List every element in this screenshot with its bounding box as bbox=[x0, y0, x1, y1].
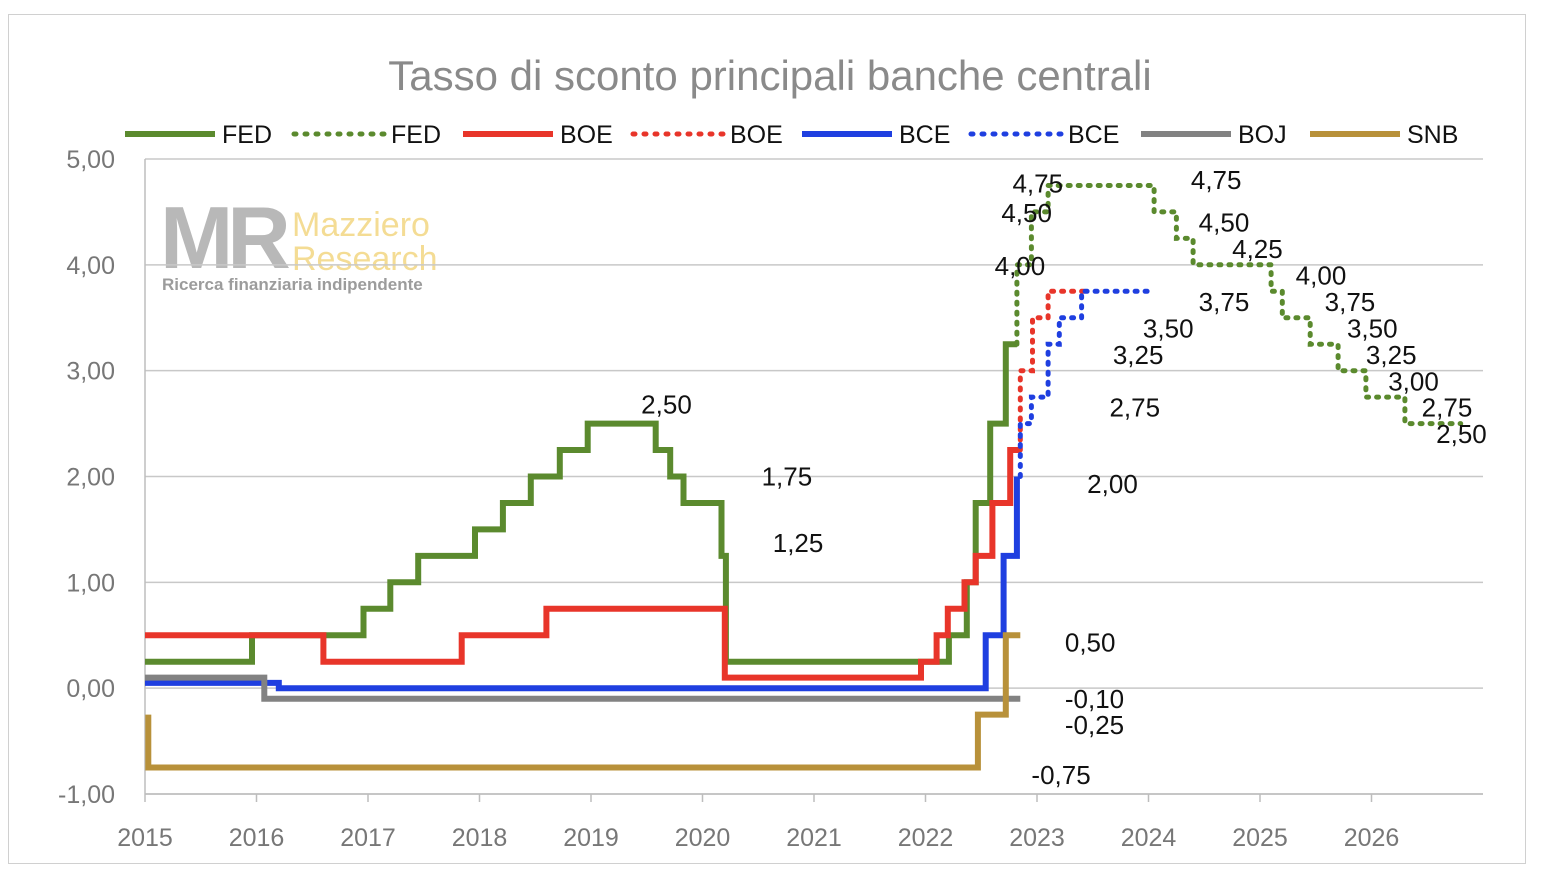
data-label: 4,75 bbox=[1191, 165, 1242, 195]
data-label: 3,25 bbox=[1366, 340, 1417, 370]
data-label: 2,75 bbox=[1109, 393, 1160, 423]
data-label: 4,00 bbox=[995, 251, 1046, 281]
legend-label: FED bbox=[222, 121, 272, 149]
legend-label: BCE bbox=[1068, 121, 1119, 149]
y-tick-labels: -1,00 0,00 1,00 2,00 3,00 4,00 5,00 bbox=[58, 146, 115, 809]
mazziero-logo: MR Mazziero Research Ricerca finanziaria… bbox=[160, 188, 438, 294]
x-tick-label: 2021 bbox=[786, 824, 842, 852]
data-label: 2,50 bbox=[1436, 419, 1487, 449]
chart-frame bbox=[8, 14, 1526, 864]
x-tick-label: 2018 bbox=[452, 824, 508, 852]
x-tick-labels: 2015 2016 2017 2018 2019 2020 2021 2022 2023 2024… bbox=[117, 824, 1399, 852]
x-tick-label: 2020 bbox=[675, 824, 731, 852]
x-tick-label: 2025 bbox=[1232, 824, 1288, 852]
data-label: 3,75 bbox=[1325, 287, 1376, 317]
data-label: -0,75 bbox=[1031, 760, 1090, 790]
chart-title: Tasso di sconto principali banche centra… bbox=[388, 52, 1151, 99]
series-bce-solid bbox=[145, 476, 1020, 692]
x-tick-label: 2017 bbox=[340, 824, 396, 852]
x-tick-label: 2024 bbox=[1121, 824, 1177, 852]
data-label: 1,75 bbox=[762, 462, 813, 492]
data-label: 4,50 bbox=[1001, 198, 1052, 228]
y-tick-label: 2,00 bbox=[66, 464, 115, 492]
series-bce-dotted bbox=[1017, 288, 1157, 479]
data-label: 3,25 bbox=[1113, 340, 1164, 370]
series-boj-solid bbox=[145, 674, 1021, 702]
series-fed-solid bbox=[145, 341, 1017, 665]
data-label: -0,10 bbox=[1065, 684, 1124, 714]
legend-label: BOE bbox=[560, 121, 613, 149]
logo-name-line1: Mazziero bbox=[292, 206, 430, 244]
x-tick-label: 2023 bbox=[1009, 824, 1065, 852]
data-label: 4,50 bbox=[1199, 208, 1250, 238]
y-tick-label: -1,00 bbox=[58, 781, 115, 809]
y-tick-label: 3,00 bbox=[66, 358, 115, 386]
data-label: 3,75 bbox=[1199, 287, 1250, 317]
series-boe-solid bbox=[145, 447, 1021, 681]
data-label: 3,00 bbox=[1388, 366, 1439, 396]
x-tick-label: 2016 bbox=[229, 824, 285, 852]
x-tick-label: 2026 bbox=[1344, 824, 1400, 852]
legend-label: FED bbox=[391, 121, 441, 149]
legend-label: BOE bbox=[730, 121, 783, 149]
data-label: 2,00 bbox=[1087, 469, 1138, 499]
series-lines bbox=[145, 183, 1464, 771]
data-label: 4,00 bbox=[1296, 260, 1347, 290]
data-label: 3,50 bbox=[1143, 313, 1194, 343]
x-tick-label: 2019 bbox=[563, 824, 619, 852]
legend: FED FED BOE BOE BCE BCE BOJ SNB bbox=[125, 121, 1458, 149]
data-label: 3,50 bbox=[1347, 313, 1398, 343]
y-tick-label: 1,00 bbox=[66, 569, 115, 597]
legend-label: BCE bbox=[899, 121, 950, 149]
legend-label: SNB bbox=[1407, 121, 1458, 149]
data-labels: 2,501,751,254,754,504,004,754,504,254,00… bbox=[641, 165, 1487, 790]
axes bbox=[144, 159, 1483, 802]
series-boe-dotted bbox=[1017, 288, 1090, 453]
logo-name-line2: Research bbox=[292, 240, 438, 278]
logo-mark: MR bbox=[160, 188, 289, 287]
data-label: 2,75 bbox=[1422, 393, 1473, 423]
x-tick-label: 2022 bbox=[898, 824, 954, 852]
y-tick-label: 4,00 bbox=[66, 252, 115, 280]
series-snb-solid bbox=[145, 632, 1021, 771]
legend-label: BOJ bbox=[1238, 121, 1287, 149]
y-tick-label: 5,00 bbox=[66, 146, 115, 174]
data-label: -0,25 bbox=[1065, 710, 1124, 740]
x-tick-label: 2015 bbox=[117, 824, 173, 852]
y-tick-label: 0,00 bbox=[66, 675, 115, 703]
data-label: 4,75 bbox=[1012, 168, 1063, 198]
data-label: 1,25 bbox=[773, 528, 824, 558]
series-fed-dotted bbox=[1014, 183, 1464, 427]
data-label: 0,50 bbox=[1065, 628, 1116, 658]
data-label: 2,50 bbox=[641, 390, 692, 420]
data-label: 4,25 bbox=[1232, 234, 1283, 264]
logo-tagline: Ricerca finanziaria indipendente bbox=[162, 275, 423, 294]
